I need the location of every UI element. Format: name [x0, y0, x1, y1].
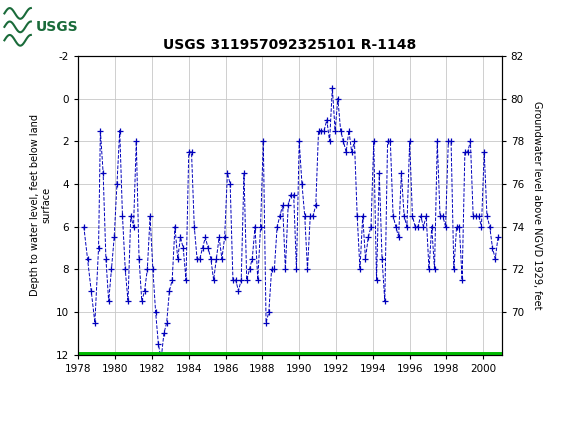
Y-axis label: Groundwater level above NGVD 1929, feet: Groundwater level above NGVD 1929, feet — [532, 101, 542, 310]
Y-axis label: Depth to water level, feet below land
surface: Depth to water level, feet below land su… — [30, 114, 52, 296]
Title: USGS 311957092325101 R-1148: USGS 311957092325101 R-1148 — [164, 38, 416, 52]
Legend:  — [285, 413, 295, 422]
Text: USGS: USGS — [35, 20, 78, 34]
